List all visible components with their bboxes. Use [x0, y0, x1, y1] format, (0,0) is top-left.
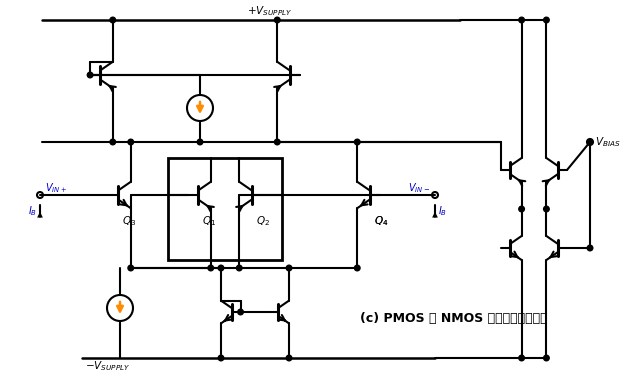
- Text: $Q_2$: $Q_2$: [256, 214, 270, 227]
- Circle shape: [519, 355, 524, 361]
- Circle shape: [110, 139, 116, 145]
- Text: $Q_4$: $Q_4$: [374, 214, 388, 227]
- Circle shape: [237, 309, 243, 315]
- Text: $Q_4$: $Q_4$: [374, 214, 388, 227]
- Circle shape: [236, 265, 242, 271]
- Circle shape: [110, 17, 116, 23]
- Text: $-V_{SUPPLY}$: $-V_{SUPPLY}$: [85, 359, 131, 373]
- Text: (c) PMOS 和 NMOS 组合的差分输入级: (c) PMOS 和 NMOS 组合的差分输入级: [360, 311, 548, 324]
- Circle shape: [286, 265, 292, 271]
- Circle shape: [543, 17, 549, 23]
- Circle shape: [286, 355, 292, 361]
- Text: $V_{BIAS}$: $V_{BIAS}$: [595, 135, 621, 149]
- Circle shape: [218, 355, 224, 361]
- Bar: [168, 158, 282, 260]
- Text: $V_{IN+}$: $V_{IN+}$: [45, 181, 67, 195]
- Circle shape: [128, 139, 134, 145]
- Circle shape: [543, 206, 549, 212]
- Circle shape: [519, 17, 524, 23]
- Circle shape: [588, 139, 593, 145]
- Circle shape: [275, 17, 280, 23]
- Circle shape: [543, 355, 549, 361]
- Circle shape: [355, 265, 360, 271]
- Text: $+V_{SUPPLY}$: $+V_{SUPPLY}$: [247, 4, 292, 18]
- Text: $Q_1$: $Q_1$: [202, 214, 216, 227]
- Circle shape: [87, 72, 93, 78]
- Circle shape: [208, 265, 214, 271]
- Circle shape: [128, 265, 134, 271]
- Circle shape: [588, 245, 593, 251]
- Text: $V_{IN-}$: $V_{IN-}$: [408, 181, 430, 195]
- Text: $Q_3$: $Q_3$: [122, 214, 136, 227]
- Circle shape: [218, 265, 224, 271]
- Text: $I_B$: $I_B$: [438, 204, 447, 218]
- Circle shape: [355, 139, 360, 145]
- Circle shape: [197, 139, 203, 145]
- Circle shape: [275, 139, 280, 145]
- Text: $I_B$: $I_B$: [28, 204, 37, 218]
- Circle shape: [519, 206, 524, 212]
